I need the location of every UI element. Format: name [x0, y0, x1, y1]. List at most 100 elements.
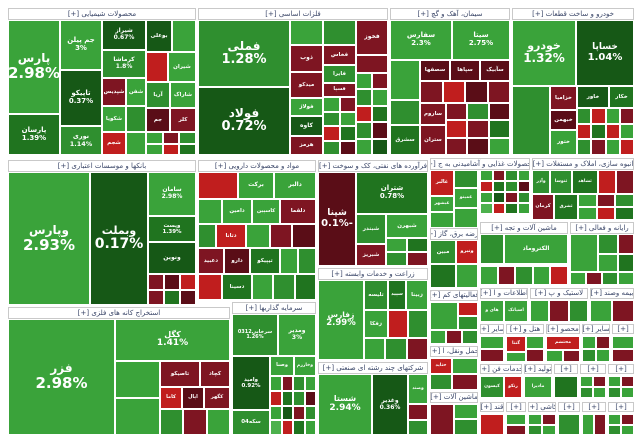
mini-cell[interactable]	[339, 111, 356, 126]
ticker-cell[interactable]: خزامیا	[550, 86, 577, 110]
sector-header[interactable]: شرکتهای چند رشته ای صنعتی [+]	[318, 362, 428, 374]
mini-cell[interactable]	[605, 139, 620, 155]
mini-cell[interactable]	[183, 409, 207, 435]
ticker-cell[interactable]: دالبر	[274, 172, 316, 199]
sector-header[interactable]: فرآورده های نفتی، کک و سوخت [+]	[318, 160, 428, 172]
ticker-cell[interactable]: شستا 2.94%	[318, 374, 372, 435]
ticker-cell[interactable]: فسپا	[323, 83, 356, 97]
mini-cell[interactable]	[198, 224, 216, 248]
ticker-cell[interactable]: وپست 1.39%	[148, 216, 196, 242]
mini-cell[interactable]	[619, 139, 634, 155]
mini-cell[interactable]	[179, 143, 196, 155]
ticker-cell[interactable]: شفن	[126, 78, 146, 106]
mini-cell[interactable]	[528, 414, 542, 425]
sector-header[interactable]: انبوه سازی، املاک و مستغلات [+]	[532, 158, 634, 170]
mini-cell[interactable]	[442, 81, 465, 103]
mini-cell[interactable]	[621, 376, 634, 387]
mini-cell[interactable]	[596, 207, 616, 220]
ticker-cell[interactable]: تلیسه	[364, 280, 388, 310]
ticker-cell[interactable]: ذوب	[290, 45, 323, 72]
mini-cell[interactable]	[452, 358, 478, 374]
sector-header[interactable]: [+]	[608, 364, 634, 374]
mini-cell[interactable]	[512, 86, 550, 155]
sector-header[interactable]: [+]	[506, 402, 526, 412]
mini-cell[interactable]	[480, 203, 493, 214]
mini-cell[interactable]	[408, 419, 428, 435]
mini-cell[interactable]	[146, 132, 163, 144]
ticker-cell[interactable]: ساروم	[420, 103, 446, 125]
mini-cell[interactable]	[546, 350, 563, 362]
sector-header[interactable]: کاشی [+]	[528, 402, 556, 412]
mini-cell[interactable]	[517, 170, 530, 181]
mini-cell[interactable]	[594, 414, 606, 435]
mini-cell[interactable]	[582, 336, 596, 349]
sector-header[interactable]: خدمات فن [+]	[480, 364, 522, 374]
ticker-cell[interactable]: سامان 2.98%	[148, 172, 196, 216]
mini-cell[interactable]	[323, 97, 340, 112]
mini-cell[interactable]	[480, 181, 493, 192]
ticker-cell[interactable]: فولاد 0.72%	[198, 87, 290, 155]
ticker-cell[interactable]: شپدیس	[102, 78, 126, 106]
mini-cell[interactable]	[270, 390, 282, 406]
mini-cell[interactable]	[292, 224, 316, 248]
mini-cell[interactable]	[148, 274, 164, 290]
ticker-cell[interactable]: سفارس 2.3%	[390, 20, 452, 60]
sector-header[interactable]: فعالیتهای کم [+]	[430, 290, 478, 301]
mini-cell[interactable]	[372, 105, 388, 123]
mini-cell[interactable]	[162, 143, 180, 155]
ticker-cell[interactable]: شپنا -0.1%	[318, 172, 356, 266]
ticker-cell[interactable]: غالبر	[430, 170, 454, 196]
mini-cell[interactable]	[180, 274, 196, 290]
mini-cell[interactable]	[615, 207, 634, 220]
sector-header[interactable]: زراعت و خدمات وابسته [+]	[318, 268, 428, 280]
ticker-cell[interactable]: ونیرو	[456, 240, 478, 264]
ticker-cell[interactable]: کاوه	[290, 116, 323, 136]
ticker-cell[interactable]: دتانا	[216, 224, 246, 248]
mini-cell[interactable]	[550, 266, 568, 285]
mini-cell[interactable]	[480, 349, 504, 362]
ticker-cell[interactable]: تاپیکو 0.37%	[60, 70, 102, 126]
ticker-cell[interactable]: سیتا 2.75%	[452, 20, 510, 60]
ticker-cell[interactable]: ونوین	[148, 242, 196, 274]
sector-header[interactable]: استخراج کانه های فلزی [+]	[8, 307, 230, 319]
mini-cell[interactable]	[615, 194, 634, 207]
mini-cell[interactable]	[608, 424, 621, 435]
sector-header[interactable]: [+]	[608, 402, 634, 412]
ticker-cell[interactable]: اپال	[182, 387, 204, 409]
sector-header[interactable]: [+]	[554, 364, 578, 374]
mini-cell[interactable]	[517, 192, 530, 203]
mini-cell[interactable]	[467, 103, 489, 121]
mini-cell[interactable]	[270, 376, 282, 391]
mini-cell[interactable]	[596, 336, 610, 349]
ticker-cell[interactable]: ثشاهد	[572, 170, 598, 194]
ticker-cell[interactable]: وبملت 0.17%	[90, 172, 148, 305]
mini-cell[interactable]	[532, 266, 551, 285]
mini-cell[interactable]	[526, 336, 544, 349]
ticker-cell[interactable]: وخارزم	[294, 356, 316, 376]
ticker-cell[interactable]: های و	[480, 300, 504, 322]
mini-cell[interactable]	[356, 138, 372, 155]
ticker-cell[interactable]: جم	[146, 108, 170, 132]
sector-header[interactable]: ماشین آلات [+]	[430, 392, 478, 403]
ticker-cell[interactable]: فملی 1.28%	[198, 20, 290, 87]
sector-header[interactable]: فلزات اساسی [+]	[198, 8, 388, 20]
sector-header[interactable]: سیمان، آهک و گچ [+]	[390, 8, 510, 20]
mini-cell[interactable]	[467, 137, 489, 155]
mini-cell[interactable]	[446, 137, 468, 155]
mini-cell[interactable]	[430, 374, 452, 390]
ticker-cell[interactable]: ثنوسا	[550, 170, 572, 194]
mini-cell[interactable]	[605, 123, 620, 140]
mini-cell[interactable]	[608, 414, 621, 425]
mini-cell[interactable]	[270, 224, 292, 248]
sector-header[interactable]: خودرو و ساخت قطعات [+]	[512, 8, 634, 20]
mini-cell[interactable]	[582, 414, 594, 435]
mini-cell[interactable]	[591, 108, 606, 124]
mini-cell[interactable]	[430, 330, 446, 344]
mini-cell[interactable]	[408, 404, 428, 420]
mini-cell[interactable]	[462, 330, 478, 344]
mini-cell[interactable]	[364, 338, 386, 360]
ticker-cell[interactable]: مبین	[430, 240, 456, 264]
mini-cell[interactable]	[480, 336, 504, 349]
mini-cell[interactable]	[465, 81, 488, 103]
mini-cell[interactable]	[596, 194, 616, 207]
